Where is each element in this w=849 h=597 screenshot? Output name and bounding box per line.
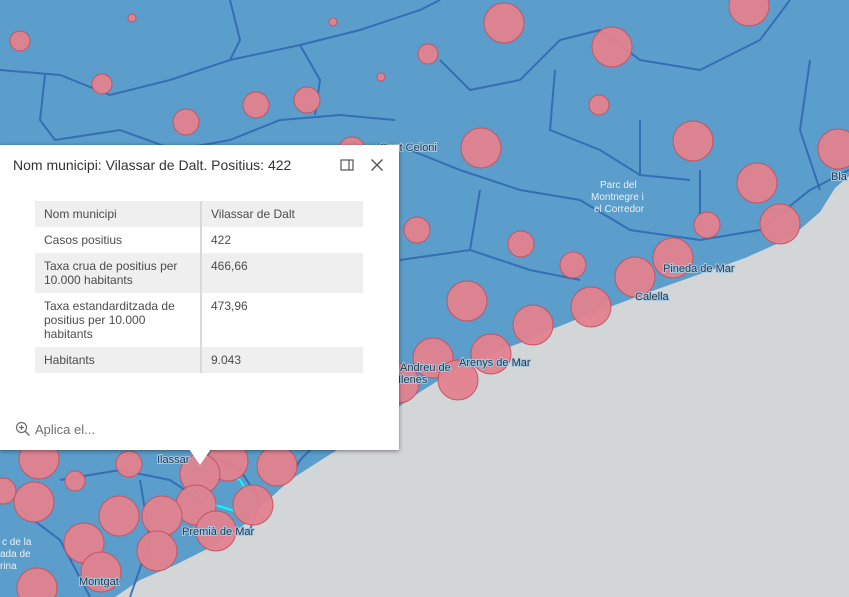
table-row: Nom municipi Vilassar de Dalt (35, 201, 363, 227)
row-label: Nom municipi (35, 201, 202, 227)
feature-popup: Nom municipi: Vilassar de Dalt. Positius… (0, 145, 399, 450)
attribute-table: Nom municipi Vilassar de Dalt Casos posi… (35, 201, 363, 373)
table-row: Taxa estandarditzada de positius per 10.… (35, 293, 363, 347)
label-llavaneres: Ilenes (398, 374, 428, 386)
close-icon[interactable] (367, 155, 387, 175)
popup-pointer (189, 449, 211, 465)
row-label: Taxa crua de positius per 10.000 habitan… (35, 253, 202, 293)
apply-action-label: Aplica el... (35, 421, 95, 437)
label-park-3: el Corredor (594, 204, 645, 215)
row-value: 9.043 (211, 353, 242, 367)
row-value: 466,66 (211, 259, 248, 273)
table-row: Casos positius 422 (35, 227, 363, 253)
label-park-2: Montnegre i (591, 192, 644, 203)
label-premia-de-mar: Premià de Mar (182, 526, 254, 538)
label-park-left-2: ada de (0, 549, 31, 560)
label-vilassar: Ilassar (157, 454, 190, 466)
row-label: Habitants (35, 347, 202, 373)
popup-title: Nom municipi: Vilassar de Dalt. Positius… (13, 157, 292, 173)
label-arenys-de-mar: Arenys de Mar (459, 357, 531, 369)
label-calella: Calella (635, 291, 670, 303)
row-value: 422 (211, 233, 232, 247)
label-park-1: Parc del (600, 180, 637, 191)
row-value: 473,96 (211, 299, 248, 313)
label-bla: Bla (831, 171, 848, 183)
label-park-left-3: rina (0, 561, 17, 572)
table-row: Habitants 9.043 (35, 347, 363, 373)
dock-icon[interactable] (337, 155, 357, 175)
label-pineda-de-mar: Pineda de Mar (663, 263, 735, 275)
row-label: Casos positius (35, 227, 202, 253)
label-park-left-1: c de la (2, 537, 32, 548)
zoom-in-icon (15, 421, 30, 436)
label-sant-andreu: Andreu de (400, 362, 451, 374)
apply-action[interactable]: Aplica el... (15, 421, 95, 437)
row-label: Taxa estandarditzada de positius per 10.… (35, 293, 202, 347)
row-value: Vilassar de Dalt (211, 207, 295, 221)
label-montgat: Montgat (79, 576, 119, 588)
table-row: Taxa crua de positius per 10.000 habitan… (35, 253, 363, 293)
